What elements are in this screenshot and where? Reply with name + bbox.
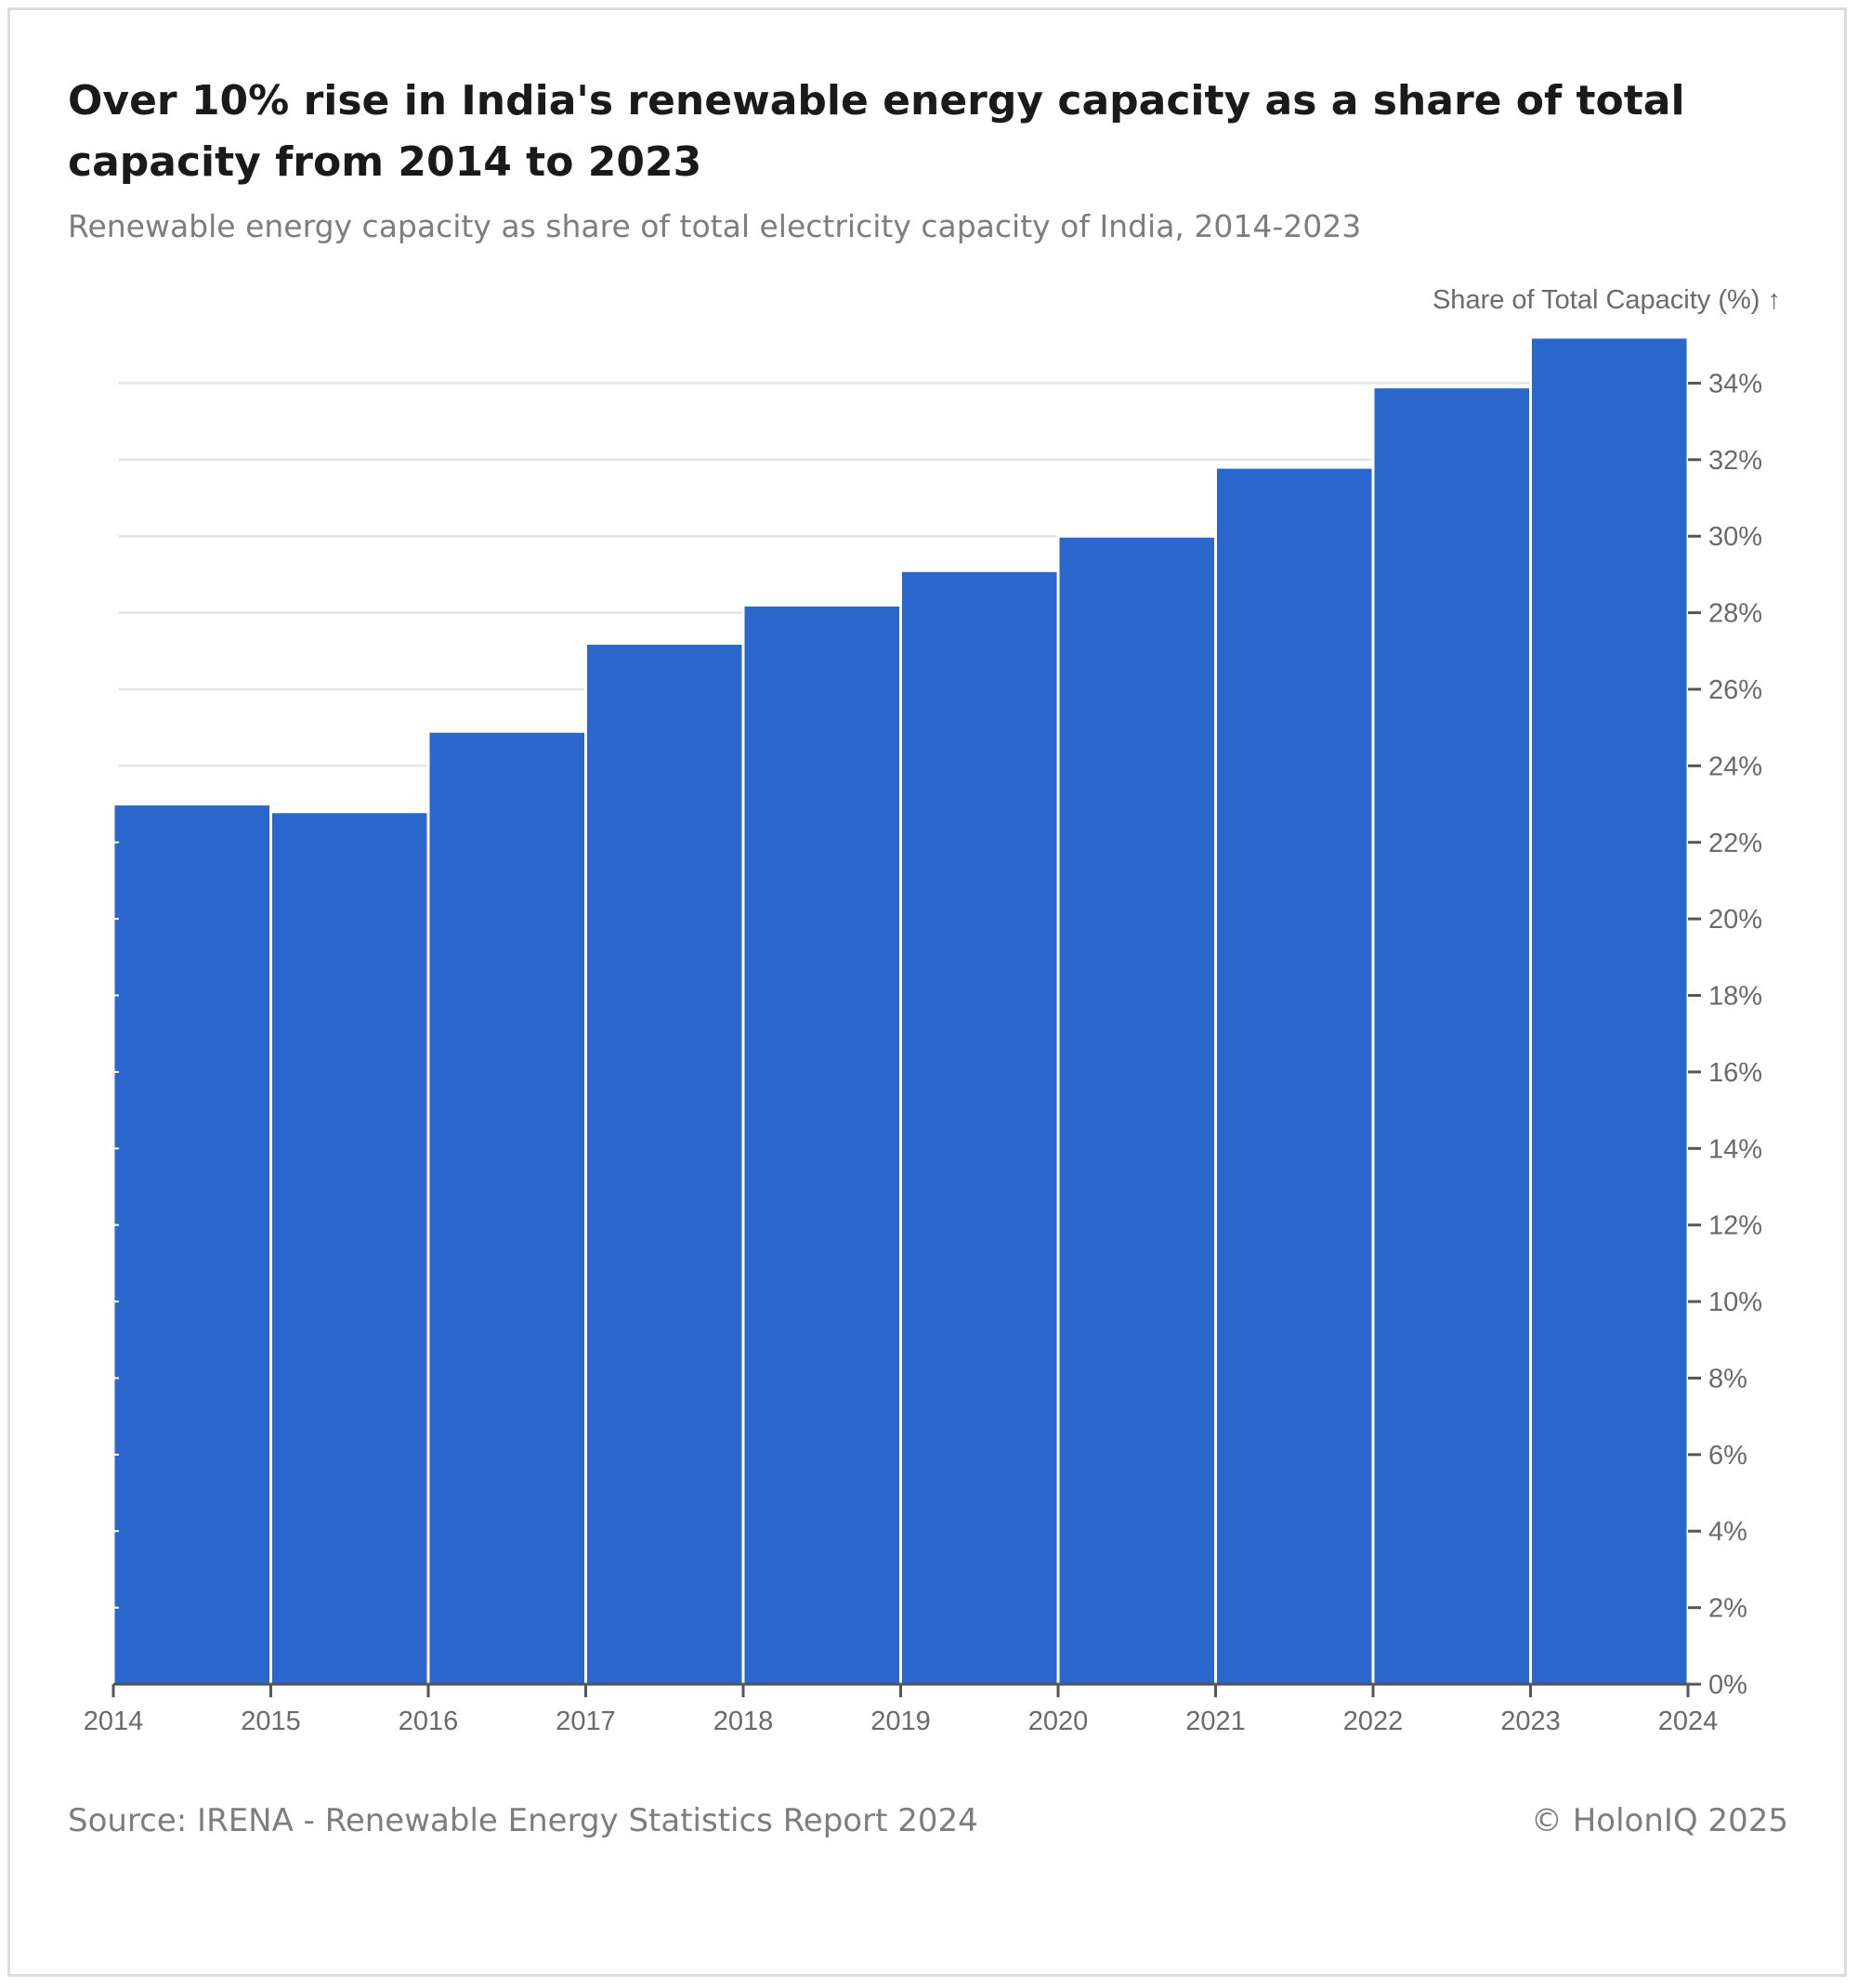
y-tick-label: 4% [1708,1517,1747,1547]
x-tick-label: 2018 [713,1707,774,1736]
bar [1529,335,1690,1686]
y-tick-label: 22% [1708,829,1762,858]
y-tick-label: 30% [1708,522,1762,552]
x-tick-label: 2022 [1343,1707,1404,1736]
y-axis-title: Share of Total Capacity (%) ↑ [1433,285,1781,315]
x-tick-label: 2021 [1185,1707,1246,1736]
bar [1371,386,1532,1686]
x-tick-label: 2020 [1028,1707,1089,1736]
x-tick-label: 2024 [1658,1707,1719,1736]
y-tick-label: 26% [1708,675,1762,705]
x-tick-label: 2015 [241,1707,301,1736]
y-tick-label: 18% [1708,982,1762,1012]
bar [1056,534,1217,1686]
y-tick-label: 14% [1708,1134,1762,1164]
x-tick-label: 2023 [1500,1707,1561,1736]
y-tick-label: 12% [1708,1211,1762,1241]
chart-subtitle: Renewable energy capacity as share of to… [68,208,1362,244]
y-tick-label: 8% [1708,1364,1747,1393]
y-tick-label: 6% [1708,1441,1747,1471]
bar [899,569,1060,1686]
y-tick-label: 2% [1708,1594,1747,1624]
x-tick-label: 2016 [399,1707,459,1736]
y-tick-label: 0% [1708,1670,1747,1700]
x-tick-label: 2017 [556,1707,616,1736]
y-tick-label: 16% [1708,1058,1762,1088]
source-note: Source: IRENA - Renewable Energy Statist… [68,1802,978,1839]
y-tick-label: 28% [1708,599,1762,629]
x-tick-label: 2019 [870,1707,931,1736]
bar [269,810,430,1686]
bar [426,729,587,1686]
y-tick-label: 32% [1708,446,1762,476]
bar [1214,465,1375,1686]
bar-chart: 2014 2015 2016 2017 2018 2019 2020 2021 2022 2023… [84,285,1781,1736]
y-tick-label: 24% [1708,752,1762,781]
copyright-note: © HolonIQ 2025 [1530,1802,1788,1839]
y-tick-label: 34% [1708,369,1762,399]
bar [741,603,902,1686]
y-tick-label: 20% [1708,905,1762,935]
chart-title: Over 10% rise in India's renewable energ… [68,77,1685,186]
bar [584,642,745,1686]
x-tick-label: 2014 [84,1707,144,1736]
y-tick-label: 10% [1708,1288,1762,1317]
bar [111,803,272,1686]
